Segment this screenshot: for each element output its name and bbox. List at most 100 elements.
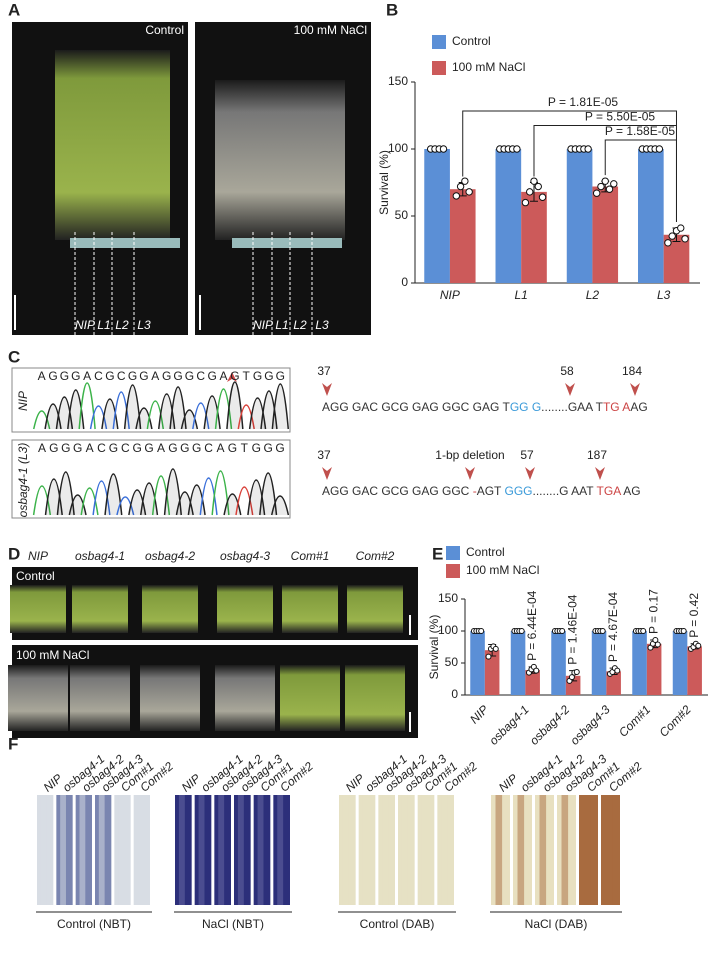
plant-image (140, 665, 200, 731)
plant-image (217, 585, 273, 633)
plant-image (8, 665, 68, 731)
stain-strip-core (495, 795, 503, 905)
base: C (121, 441, 130, 455)
y-tick-label: 100 (438, 623, 458, 637)
trace-peak (235, 486, 254, 516)
y-tick-label: 150 (388, 74, 408, 88)
bar (591, 631, 607, 695)
data-point (568, 674, 575, 681)
data-point (513, 145, 521, 153)
sequence: AGG GAC GCG GAG GGC -AGT GGG........G AA… (322, 484, 641, 498)
base: C (97, 441, 106, 455)
data-point (668, 232, 676, 240)
data-point (584, 145, 592, 153)
stain-strip-core (237, 795, 244, 905)
stain-strip-core (342, 795, 349, 905)
base: G (263, 441, 272, 455)
trace-peak (78, 382, 96, 430)
trace-peak (32, 410, 51, 430)
base: A (83, 369, 91, 383)
x-tick-label: NIP (440, 288, 460, 302)
line-label: L3 (315, 318, 329, 332)
data-point (559, 628, 566, 634)
group-label: NaCl (DAB) (525, 917, 588, 931)
data-point (614, 667, 621, 674)
stain-strip-core (79, 795, 86, 905)
position-label: 187 (587, 448, 607, 462)
plant-image (215, 665, 275, 731)
bar (672, 631, 688, 695)
line-label: Com#2 (356, 549, 395, 563)
y-tick-label: 50 (395, 208, 409, 222)
sequence-segment: - (473, 484, 477, 498)
data-point (452, 192, 461, 200)
base: C (117, 369, 126, 383)
base: G (71, 369, 80, 383)
x-tick-label: Com#2 (656, 702, 693, 739)
plant-image (10, 585, 66, 633)
data-point (597, 182, 605, 191)
base: C (196, 369, 205, 383)
legend-label: 100 mM NaCl (452, 60, 525, 74)
y-tick-label: 50 (445, 655, 459, 669)
plant-image (70, 665, 130, 731)
bar (551, 631, 566, 695)
base: G (264, 369, 273, 383)
sequence-segment: TGA (597, 484, 622, 498)
data-point (680, 628, 687, 634)
stain-strip-core (277, 795, 284, 905)
base: G (109, 441, 118, 455)
base: A (38, 369, 46, 383)
data-point (534, 182, 542, 191)
condition-label: Control (16, 569, 55, 583)
base: G (73, 441, 82, 455)
data-point (478, 628, 485, 634)
y-tick-label: 0 (401, 275, 408, 289)
position-label: 37 (317, 364, 331, 378)
plant-image (282, 585, 338, 633)
x-tick-label: osbag4-2 (527, 702, 573, 748)
stain-strip-core (583, 795, 591, 905)
bar (525, 670, 540, 695)
sequence-segment: GGG (504, 484, 532, 498)
base: G (105, 369, 114, 383)
base: A (219, 369, 227, 383)
sequence-segment: GG G (510, 400, 541, 414)
line-label: osbag4-3 (220, 549, 270, 563)
y-tick-label: 0 (451, 687, 458, 701)
bar (470, 631, 485, 695)
condition-label: Control (145, 23, 184, 37)
base: G (173, 369, 182, 383)
stain-strip-core (40, 795, 47, 905)
data-point (533, 667, 540, 674)
condition-label: 100 mM NaCl (16, 648, 89, 662)
trace-peak (56, 471, 75, 516)
bar (484, 650, 500, 695)
stain-strip-core (98, 795, 105, 905)
base: G (48, 369, 57, 383)
data-point (530, 177, 538, 185)
data-point (605, 185, 614, 193)
legend-swatch (446, 564, 460, 578)
base: T (241, 441, 249, 455)
stain-strip-core (60, 795, 66, 905)
data-point (465, 188, 473, 196)
base: G (275, 441, 284, 455)
base: A (217, 441, 225, 455)
data-point (485, 653, 492, 660)
sequence-segment: AGG GAC GCG GAG GGC (322, 484, 473, 498)
plant-image (280, 665, 340, 731)
trace-peak (237, 404, 255, 430)
bar (449, 189, 476, 283)
tray (70, 238, 180, 248)
base: G (139, 369, 148, 383)
p-value: P = 1.81E-05 (548, 95, 618, 109)
bar (424, 149, 450, 283)
arrow (465, 467, 475, 480)
stain-strip-core (441, 795, 448, 905)
base: A (86, 441, 94, 455)
base: G (144, 441, 153, 455)
trace-peak (270, 495, 290, 516)
y-axis-label: Survival (%) (427, 615, 441, 680)
legend-label: 100 mM NaCl (466, 563, 539, 577)
